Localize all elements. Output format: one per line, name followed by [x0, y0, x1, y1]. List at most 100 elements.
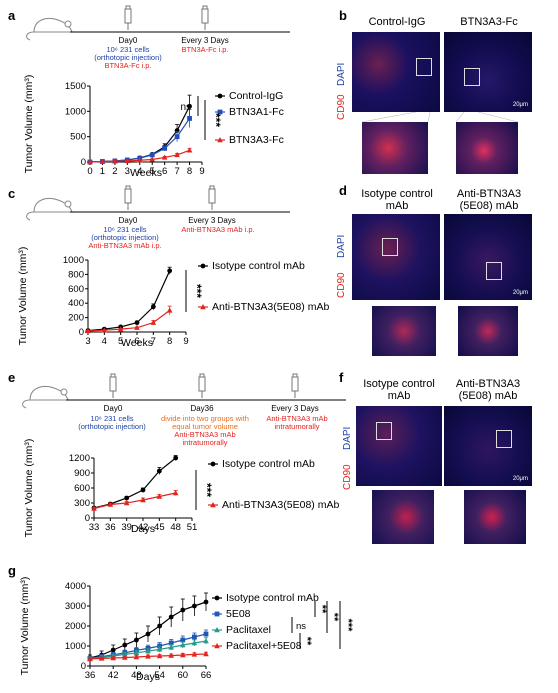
col-title-d-1: Isotype control mAb	[352, 188, 442, 212]
annotation-stars-c: ***	[190, 284, 204, 298]
significance-g: ** ** *** ns **	[291, 601, 354, 649]
data-point	[145, 648, 151, 654]
legend-label: Paclitaxel+5E08	[226, 640, 302, 652]
y-tick-label: 0	[85, 513, 90, 524]
scale-bar-label: 20μm	[512, 290, 528, 296]
y-tick-label: 500	[70, 132, 86, 143]
legend-label: Control-IgG	[229, 90, 283, 102]
channel-label-cd90-d: CD90	[336, 272, 347, 298]
micrograph-b-btn3a3: 20μm	[444, 32, 532, 112]
syringe-icon	[109, 373, 117, 398]
mouse-icon	[26, 18, 73, 41]
zoom-box	[416, 58, 432, 76]
channel-label-dapi-b: DAPI	[336, 62, 347, 86]
data-point	[156, 646, 163, 652]
chart-e: 33 36 39 42 45 48 51 0 300 600 900 1200 Days Tumor Vo…	[23, 439, 339, 538]
y-tick-label: 4000	[65, 581, 86, 592]
data-point	[168, 640, 174, 646]
x-axis-label: Weeks	[121, 337, 153, 349]
y-tick-label: 1000	[65, 106, 86, 117]
y-tick-label: 1000	[65, 641, 86, 652]
x-tick-label: 42	[108, 670, 119, 681]
data-point	[191, 640, 198, 646]
timeline-a-ortho: (orthotopic injection)	[94, 53, 162, 62]
data-point	[192, 634, 197, 640]
data-point	[145, 631, 151, 637]
annotation-stars-e: ***	[200, 483, 214, 497]
timeline-a-treat1: BTN3A-Fc i.p.	[104, 61, 151, 70]
data-point	[112, 158, 118, 164]
data-point	[150, 304, 156, 310]
data-point	[156, 653, 163, 659]
legend-marker	[217, 109, 223, 115]
x-tick-label: 6	[134, 336, 139, 347]
x-tick-label: 3	[125, 166, 130, 177]
data-point	[98, 655, 105, 661]
y-tick-label: 1200	[69, 453, 90, 464]
timeline-e-ortho: (orthotopic injection)	[78, 422, 146, 431]
zoom-box	[496, 430, 512, 448]
x-tick-label: 4	[137, 166, 142, 177]
significance-e: ***	[195, 470, 214, 510]
col-title-f-2-line2: (5E08) mAb	[458, 390, 518, 402]
syringe-icon	[124, 185, 132, 210]
data-point	[122, 654, 128, 660]
timeline-a-cells: 10⁶ 231 cells	[106, 45, 149, 54]
panel-label-b: b	[339, 8, 347, 23]
y-axis-label: Tumor Volume (mm³)	[23, 439, 35, 538]
legend-marker	[214, 627, 220, 633]
data-point	[174, 134, 180, 140]
legend-label: 5E08	[226, 608, 251, 620]
data-point	[134, 320, 140, 326]
scale-bar-label: 20μm	[512, 102, 528, 108]
col-title-d-2-line1: Anti-BTN3A3	[456, 188, 522, 200]
x-tick-label: 36	[105, 522, 116, 533]
col-title-f-2: Anti-BTN3A3 (5E08) mAb	[444, 378, 532, 402]
x-tick-label: 36	[85, 670, 96, 681]
data-point	[122, 651, 128, 657]
legend-marker	[214, 643, 220, 649]
series-line-isotype-control-mab	[93, 457, 177, 509]
micrograph-f-anti-zoom	[464, 490, 526, 544]
data-point	[157, 643, 162, 649]
annotation-ns-a: ns	[180, 102, 191, 113]
y-tick-label: 1500	[65, 81, 86, 92]
channel-label-dapi-f: DAPI	[342, 426, 353, 450]
y-tick-label: 0	[81, 661, 86, 672]
timeline-e-day36: Day36	[190, 404, 214, 413]
data-point	[101, 327, 108, 333]
significance-c: ***	[185, 270, 204, 312]
data-point	[136, 157, 143, 163]
zoom-box	[376, 422, 392, 440]
col-title-b-1: Control-IgG	[368, 16, 426, 28]
data-point	[174, 151, 180, 158]
micrograph-b-btn3a3-zoom	[456, 122, 518, 174]
y-axis-label: Tumor Volume (mm³)	[23, 75, 35, 174]
legend-marker	[210, 502, 216, 508]
timeline-c-treat1: Anti-BTN3A3 mAb i.p.	[88, 241, 161, 250]
data-point	[161, 154, 168, 160]
micrograph-b-control	[352, 32, 440, 112]
x-tick-label: 6	[162, 166, 167, 177]
data-point	[203, 599, 209, 605]
channel-label-dapi-d: DAPI	[336, 234, 347, 258]
data-point	[162, 145, 168, 151]
data-point	[99, 158, 106, 164]
panel-label-g: g	[8, 563, 16, 578]
annotation-g-2: **	[328, 613, 340, 622]
timeline-e-day0: Day0	[104, 404, 123, 413]
micrograph-d-isotype	[352, 214, 440, 300]
micrograph-f-isotype	[356, 406, 442, 486]
col-title-f-2-line1: Anti-BTN3A3	[455, 378, 521, 390]
data-point	[134, 324, 140, 330]
syringe-icon	[198, 373, 206, 398]
series-line-anti-btn3a3-5e08-mab	[87, 309, 171, 332]
annotation-g-1: **	[316, 605, 328, 614]
data-point	[85, 327, 91, 334]
x-tick-label: 3	[85, 336, 90, 347]
significance-a: ns ***	[180, 96, 223, 140]
data-point	[133, 649, 140, 655]
x-tick-label: 5	[118, 336, 123, 347]
micrograph-f-isotype-zoom	[372, 490, 434, 544]
